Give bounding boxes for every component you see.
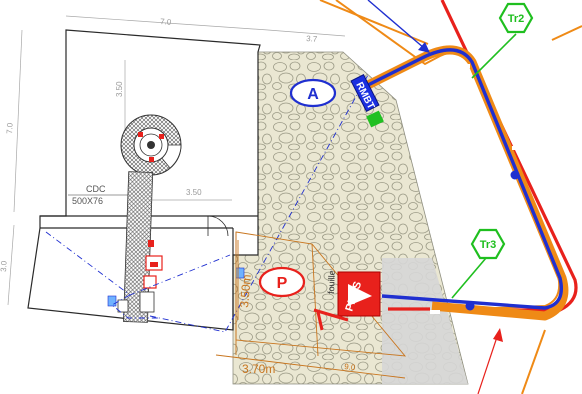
dimension-strip-width: 3.7 xyxy=(306,34,318,44)
parking-zone xyxy=(215,231,407,379)
dimension-parking-width: 3.70m xyxy=(242,362,275,376)
blue-cable-route xyxy=(361,48,564,310)
zone-p-marker: P xyxy=(258,266,306,298)
cable-node-lower xyxy=(465,301,475,311)
zone-a-marker: A xyxy=(289,78,337,108)
tr3-label: Tr3 xyxy=(480,239,497,251)
zone-a-label: A xyxy=(307,86,319,103)
tr2-label: Tr2 xyxy=(508,13,525,25)
dimension-tower-width: 3.50 xyxy=(186,188,202,197)
dimension-tower-height: 3.50 xyxy=(115,81,124,97)
internal-cables xyxy=(45,74,369,333)
prcs-box: PRCS xyxy=(313,271,381,331)
red-route-gaps xyxy=(430,64,518,314)
tower-base xyxy=(120,114,182,176)
dimension-parking-depth: 9.0 xyxy=(344,362,357,372)
dimension-lines xyxy=(7,15,346,306)
cdc-size: 500X76 xyxy=(72,196,103,206)
dimension-top-width: 7.0 xyxy=(160,17,172,27)
rmbt-green-box xyxy=(366,110,384,128)
zone-p-label: P xyxy=(277,275,288,292)
fouille-label: fouille xyxy=(326,270,337,294)
cdc-label: CDC xyxy=(86,184,106,194)
pointer-arrows xyxy=(367,0,503,394)
equipment-cabinets xyxy=(107,240,245,313)
dimension-side-bottom: 3.0 xyxy=(0,260,9,272)
dimension-parking-height: 3.50m xyxy=(237,274,254,308)
grey-zone xyxy=(382,258,468,384)
cable-node-upper xyxy=(510,170,520,180)
dimension-side-top: 7.0 xyxy=(5,122,15,134)
tr2-tag: Tr2 xyxy=(471,2,534,79)
tr3-tag: Tr3 xyxy=(451,228,506,299)
